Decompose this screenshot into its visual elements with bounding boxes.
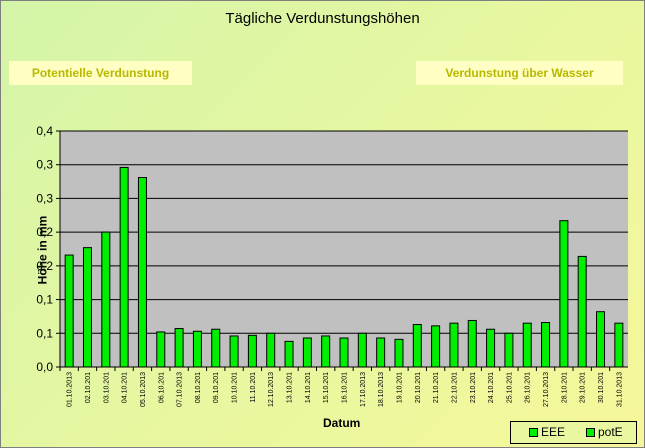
y-tick-label: 0,1 <box>36 326 53 340</box>
legend-swatch-eee <box>529 428 538 437</box>
bar <box>302 337 312 368</box>
y-tick-label: 0,4 <box>36 124 53 138</box>
chart-title: Tägliche Verdunstungshöhen <box>225 10 420 27</box>
x-tick-labels: 01.10.2013 02.10.201 03.10.201 04.10.201 05.… <box>67 372 624 407</box>
x-tick-label: 09.10.201 <box>213 372 220 403</box>
y-tick-label: 0,0 <box>36 360 53 374</box>
bar <box>229 335 239 368</box>
x-tick-label: 06.10.201 <box>158 372 165 403</box>
bar <box>596 311 606 368</box>
y-tick-label: 0,2 <box>36 225 53 239</box>
x-tick-label: 08.10.201 <box>195 372 202 403</box>
x-tick-label: 18.10.2013 <box>378 372 385 407</box>
x-tick-label: 27.10.2013 <box>543 372 550 407</box>
bar <box>394 338 404 368</box>
x-tick-label: 01.10.2013 <box>67 372 74 407</box>
bar <box>467 319 477 368</box>
y-tick-label: 0,3 <box>36 191 53 205</box>
potentielle-verdunstung-button[interactable]: Potentielle Verdunstung <box>9 61 192 85</box>
y-tick-label: 0,1 <box>36 293 53 307</box>
bar <box>321 335 331 368</box>
bar <box>577 255 587 368</box>
y-tick-label: 0,2 <box>36 259 53 273</box>
x-tick-label: 30.10.201 <box>598 372 605 403</box>
x-axis-label: Datum <box>323 416 361 430</box>
bar <box>82 247 92 368</box>
legend-swatch-pote <box>586 428 595 437</box>
axes <box>56 130 628 371</box>
y-tick-labels: 0,0 0,1 0,1 0,2 0,2 0,3 0,3 0,4 <box>36 124 53 374</box>
x-tick-label: 04.10.201 <box>122 372 129 403</box>
x-tick-label: 14.10.201 <box>305 372 312 403</box>
legend-label-eee: EEE <box>541 425 566 439</box>
x-tick-label: 31.10.2013 <box>616 372 623 407</box>
x-tick-label: 15.10.201 <box>323 372 330 403</box>
bar <box>284 340 294 368</box>
x-tick-label: 16.10.201 <box>342 372 349 403</box>
bar <box>211 328 221 368</box>
bar <box>431 325 441 368</box>
gridlines <box>60 130 628 334</box>
legend: EEE potE <box>510 421 637 444</box>
bar <box>192 330 202 368</box>
legend-label-pote: potE <box>598 425 623 439</box>
bar <box>339 337 349 368</box>
x-tick-label: 24.10.201 <box>488 372 495 403</box>
x-tick-label: 23.10.201 <box>470 372 477 403</box>
bar <box>137 177 147 368</box>
x-tick-label: 11.10.201 <box>250 372 257 403</box>
x-tick-label: 07.10.2013 <box>177 372 184 407</box>
y-tick-label: 0,3 <box>36 158 53 172</box>
x-tick-label: 29.10.201 <box>580 372 587 403</box>
x-tick-label: 03.10.201 <box>103 372 110 403</box>
x-tick-label: 21.10.201 <box>433 372 440 403</box>
bars <box>64 166 624 368</box>
bar <box>247 334 257 368</box>
x-tick-label: 20.10.201 <box>415 372 422 403</box>
bar <box>614 322 624 368</box>
bar <box>486 328 496 368</box>
x-tick-label: 26.10.201 <box>525 372 532 403</box>
bar <box>412 324 422 368</box>
bar <box>174 328 184 368</box>
x-tick-label: 22.10.201 <box>451 372 458 403</box>
bar <box>119 166 129 368</box>
x-tick-label: 05.10.2013 <box>140 372 147 407</box>
x-tick-label: 25.10.201 <box>506 372 513 403</box>
bar <box>559 220 569 368</box>
plot-area <box>60 131 628 367</box>
x-tick-label: 02.10.201 <box>85 372 92 403</box>
x-tick-label: 10.10.201 <box>232 372 239 403</box>
bar <box>504 332 514 368</box>
x-tick-label: 12.10.2013 <box>268 372 275 407</box>
y-axis-label: Höhe in mm <box>35 215 50 285</box>
x-tick-label: 19.10.201 <box>396 372 403 403</box>
bar <box>156 331 166 368</box>
bar <box>64 254 74 368</box>
bar <box>449 322 459 368</box>
bar <box>522 322 532 368</box>
bar <box>357 332 367 368</box>
verdunstung-ueber-wasser-button[interactable]: Verdunstung über Wasser <box>416 61 623 85</box>
bar <box>101 231 111 368</box>
x-tick-label: 28.10.201 <box>561 372 568 403</box>
bar <box>376 337 386 368</box>
x-tick-label: 13.10.201 <box>287 372 294 403</box>
x-tick-label: 17.10.2013 <box>360 372 367 407</box>
bar <box>266 332 276 368</box>
bar <box>541 322 551 368</box>
